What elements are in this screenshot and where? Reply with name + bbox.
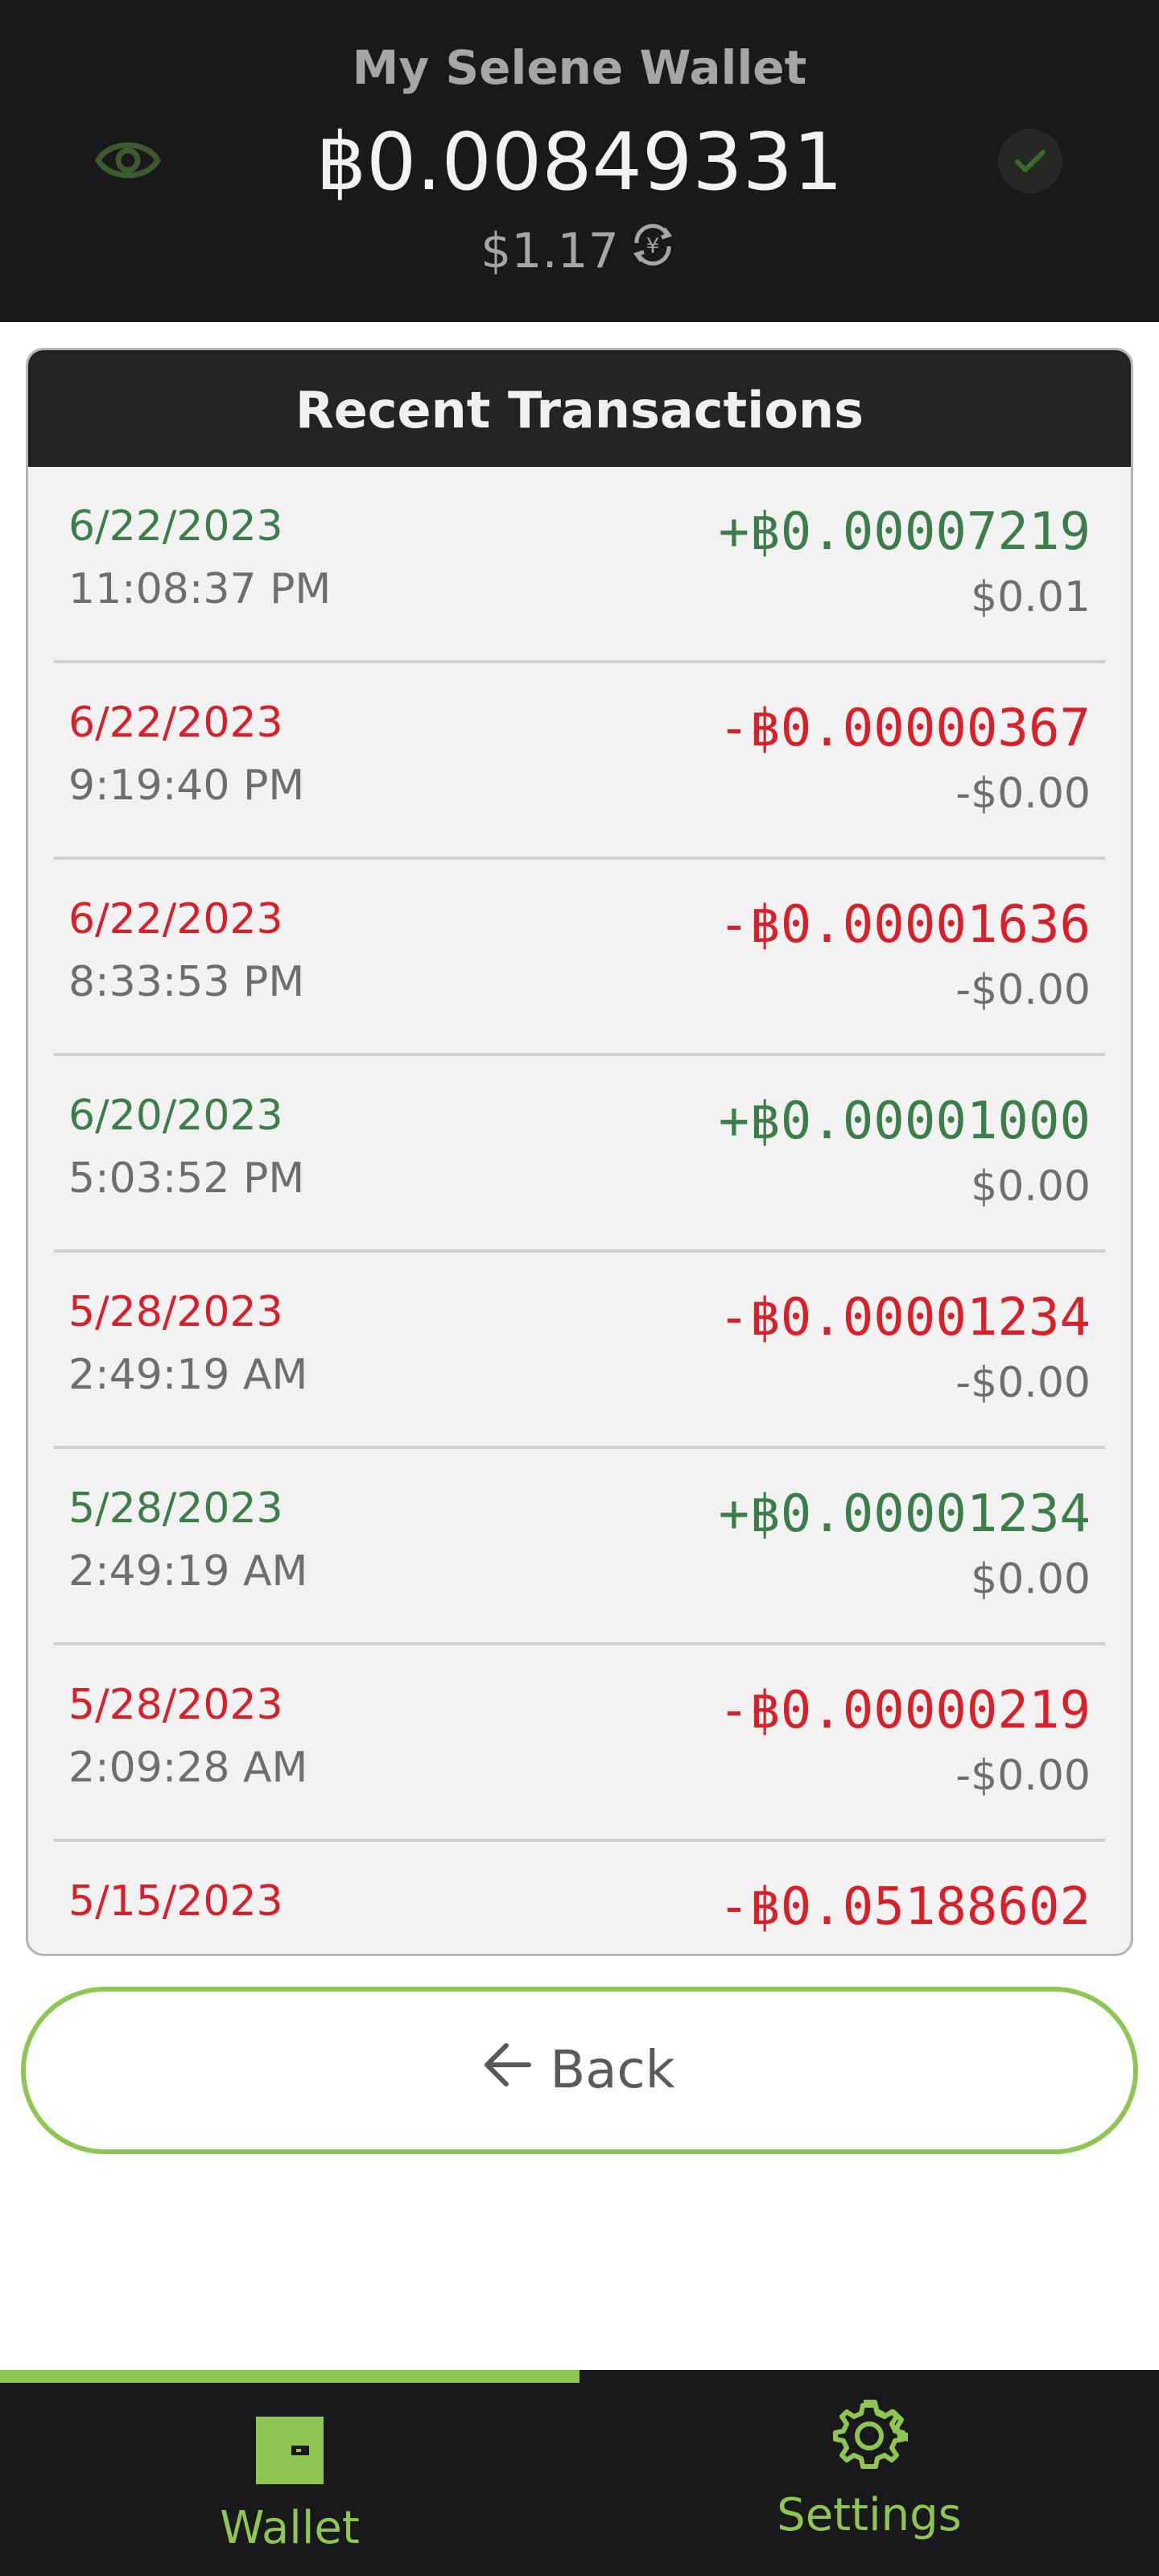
transaction-row[interactable]: 6/22/2023 8:33:53 PM -฿0.00001636 -$0.00 (54, 860, 1105, 1056)
transaction-row[interactable]: 5/28/2023 2:49:19 AM -฿0.00001234 -$0.00 (54, 1253, 1105, 1449)
transaction-time: 5:03:52 PM (68, 1154, 305, 1203)
transaction-amount: -฿0.05188602 (718, 1877, 1091, 1937)
transaction-date: 6/22/2023 (68, 895, 283, 943)
arrow-left-icon (484, 2041, 532, 2100)
nav-settings-label: Settings (777, 2489, 962, 2541)
transaction-fiat: -$0.00 (955, 966, 1091, 1014)
transaction-amount: +฿0.00001234 (718, 1484, 1091, 1544)
transaction-date: 6/22/2023 (68, 502, 283, 551)
gear-icon (831, 2397, 910, 2478)
back-button[interactable]: Back (21, 1987, 1138, 2154)
transaction-fiat: -$0.00 (955, 1359, 1091, 1407)
transaction-row[interactable]: 6/22/2023 11:08:37 PM +฿0.00007219 $0.01 (54, 467, 1105, 663)
transaction-fiat: $0.01 (971, 573, 1091, 621)
transaction-time: 2:49:19 AM (68, 1351, 308, 1399)
transaction-row[interactable]: 5/28/2023 2:09:28 AM -฿0.00000219 -$0.00 (54, 1645, 1105, 1842)
transaction-date: 5/15/2023 (68, 1877, 283, 1926)
wallet-name: My Selene Wallet (352, 40, 807, 95)
nav-wallet[interactable]: Wallet (0, 2370, 580, 2576)
card-title: Recent Transactions (28, 350, 1131, 467)
transaction-date: 6/20/2023 (68, 1092, 283, 1140)
transaction-fiat: $0.00 (971, 1162, 1091, 1211)
transaction-time: 8:33:53 PM (68, 958, 305, 1006)
currency-exchange-icon[interactable]: ¥ (627, 219, 678, 283)
wallet-icon (254, 2415, 325, 2489)
transaction-row[interactable]: 5/28/2023 2:49:19 AM +฿0.00001234 $0.00 (54, 1449, 1105, 1645)
transaction-time: 9:19:40 PM (68, 762, 305, 810)
svg-text:¥: ¥ (646, 234, 660, 258)
transaction-amount: +฿0.00007219 (718, 502, 1091, 562)
fiat-balance: $1.17 (481, 222, 619, 279)
transaction-row[interactable]: 6/22/2023 9:19:40 PM -฿0.00000367 -$0.00 (54, 663, 1105, 860)
transaction-list[interactable]: 6/22/2023 11:08:37 PM +฿0.00007219 $0.01 6/2… (28, 467, 1131, 1954)
transaction-amount: -฿0.00000219 (718, 1681, 1091, 1740)
active-tab-indicator (0, 2370, 580, 2383)
back-button-label: Back (550, 2041, 675, 2100)
transaction-time: 2:49:19 AM (68, 1547, 308, 1596)
transaction-time: 11:08:37 PM (68, 565, 332, 613)
bottom-navigation: Wallet Settings (0, 2370, 1159, 2576)
transaction-row[interactable]: 5/15/2023 -฿0.05188602 (54, 1842, 1105, 1954)
nav-wallet-label: Wallet (220, 2502, 360, 2554)
recent-transactions-card: Recent Transactions 6/22/2023 11:08:37 PM… (26, 348, 1133, 1956)
transaction-fiat: -$0.00 (955, 1752, 1091, 1800)
check-icon[interactable] (998, 129, 1062, 193)
transaction-date: 5/28/2023 (68, 1288, 283, 1336)
transaction-date: 5/28/2023 (68, 1681, 283, 1729)
wallet-balance: ฿0.00849331 (316, 117, 843, 208)
transaction-amount: -฿0.00001636 (718, 895, 1091, 955)
transaction-amount: -฿0.00000367 (718, 699, 1091, 758)
wallet-header: My Selene Wallet ฿0.00849331 $1.17 ¥ (0, 0, 1159, 322)
transaction-row[interactable]: 6/20/2023 5:03:52 PM +฿0.00001000 $0.00 (54, 1056, 1105, 1253)
transaction-amount: +฿0.00001000 (718, 1092, 1091, 1151)
transaction-date: 5/28/2023 (68, 1484, 283, 1533)
transaction-date: 6/22/2023 (68, 699, 283, 747)
nav-settings[interactable]: Settings (580, 2370, 1159, 2576)
fiat-balance-row: $1.17 ¥ (0, 219, 1159, 283)
transaction-fiat: -$0.00 (955, 770, 1091, 818)
transaction-amount: -฿0.00001234 (718, 1288, 1091, 1348)
transaction-fiat: $0.00 (971, 1555, 1091, 1604)
eye-icon[interactable] (94, 130, 162, 190)
transaction-time: 2:09:28 AM (68, 1744, 308, 1792)
